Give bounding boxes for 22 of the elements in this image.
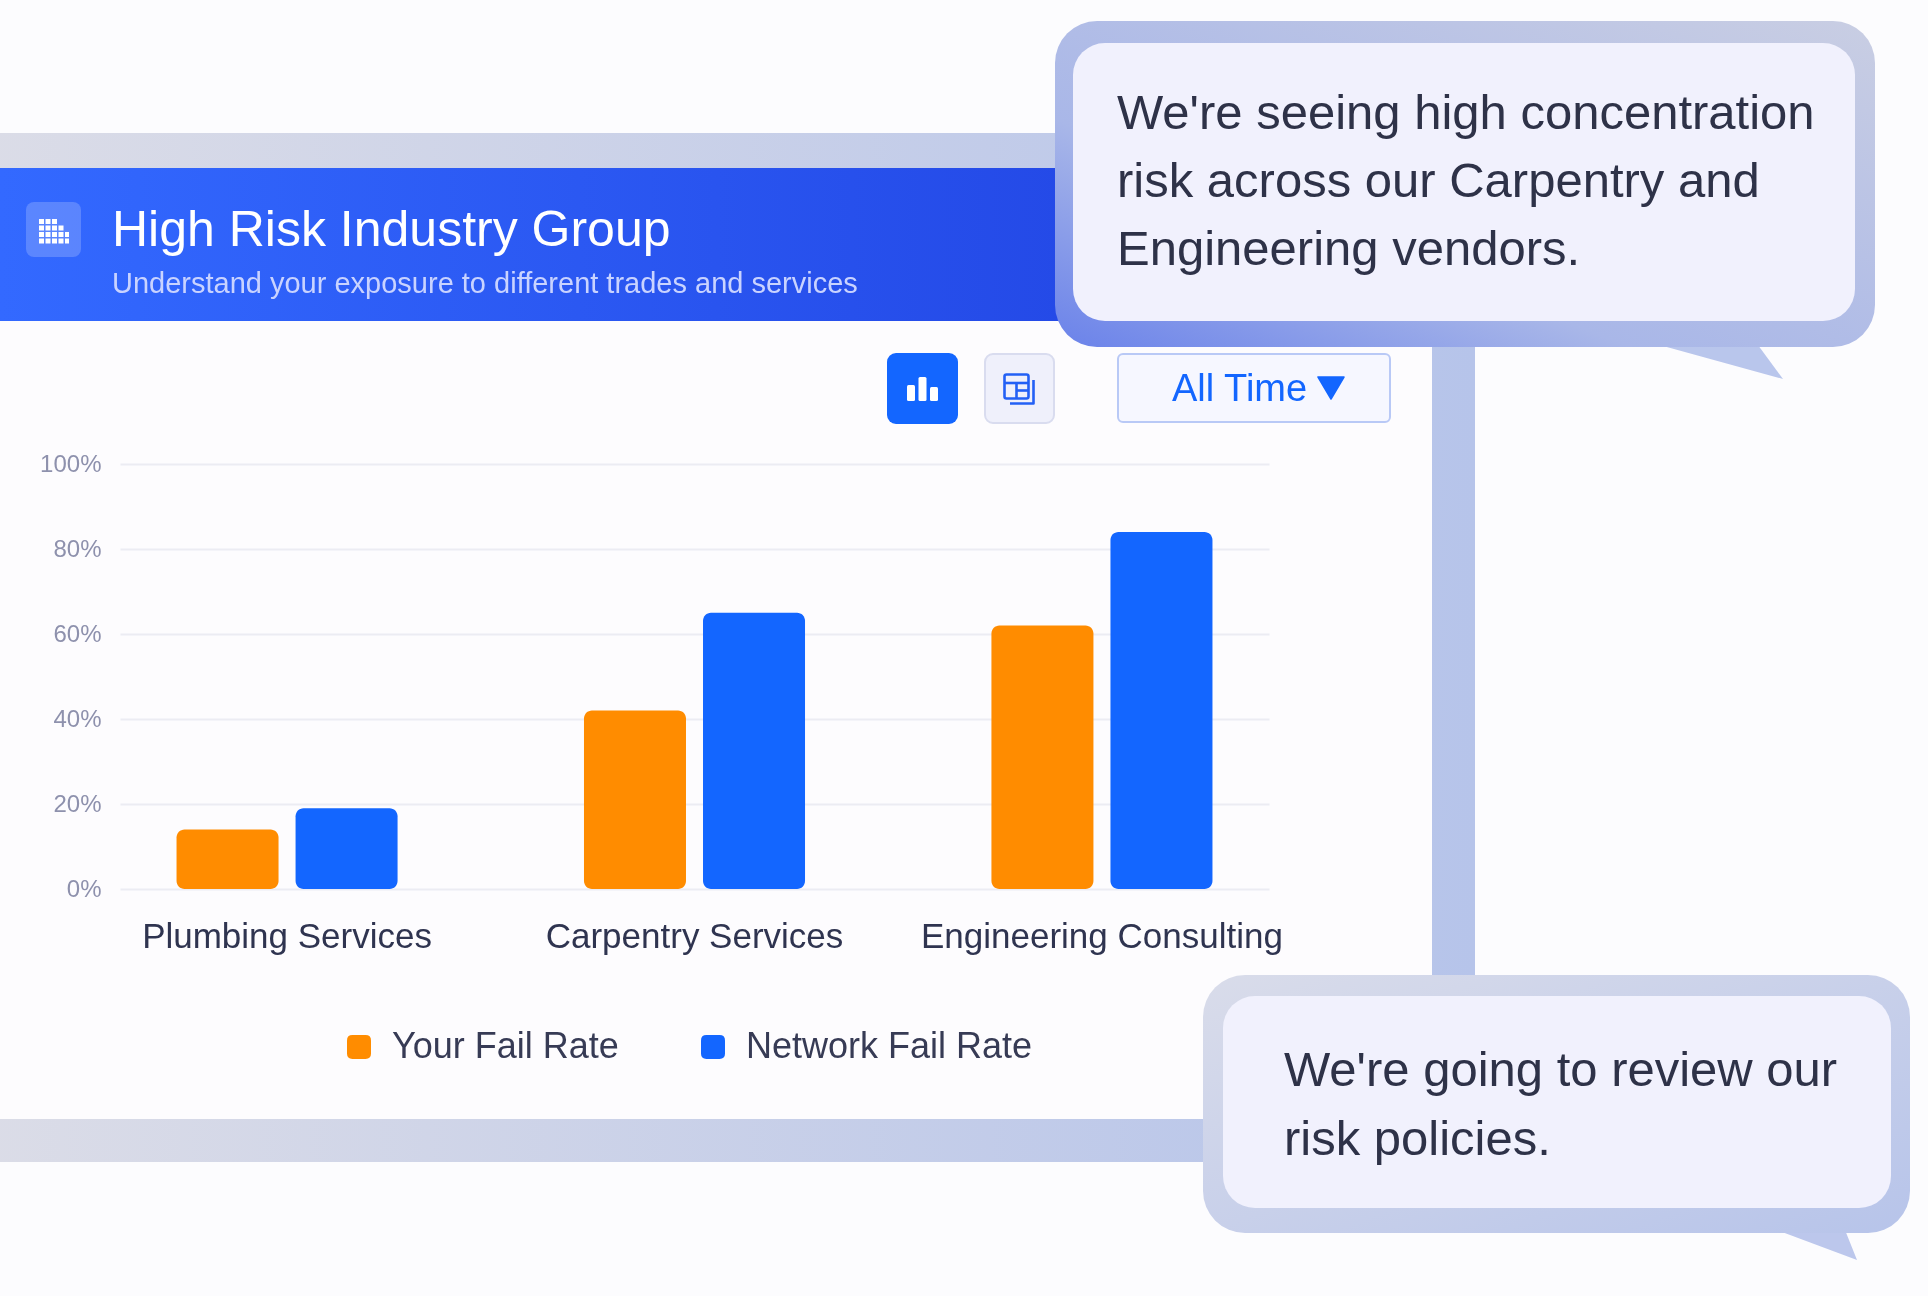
text: We're seeing high concentration risk across our Carpentry and Engineering vendors. bbox=[1117, 84, 1816, 277]
x-tick-label: Carpentry Services bbox=[545, 915, 844, 955]
bar bbox=[583, 710, 686, 889]
y-tick-label: 60% bbox=[53, 619, 102, 647]
x-tick-label: Engineering Consulting bbox=[920, 915, 1283, 955]
bar bbox=[176, 829, 279, 889]
x-tick-label: Plumbing Services bbox=[142, 915, 432, 955]
y-tick-label: 80% bbox=[53, 534, 102, 562]
legend-label: Your Fail Rate bbox=[392, 1025, 619, 1066]
y-tick-label: 0% bbox=[66, 874, 102, 902]
y-tick-label: 40% bbox=[53, 704, 102, 732]
legend-label: Network Fail Rate bbox=[746, 1025, 1033, 1066]
bar bbox=[703, 612, 806, 889]
bar bbox=[1110, 532, 1213, 889]
y-tick-label: 20% bbox=[53, 789, 102, 817]
chart-title: High Risk Industry Group bbox=[112, 201, 671, 257]
y-tick-label: 100% bbox=[40, 449, 102, 477]
chart-subtitle: Understand your exposure to different trades and services bbox=[112, 266, 858, 300]
bar bbox=[991, 625, 1094, 889]
text: All Time bbox=[1172, 366, 1308, 410]
bar bbox=[295, 808, 398, 889]
text: We're going to review our risk policies. bbox=[1284, 1041, 1839, 1167]
